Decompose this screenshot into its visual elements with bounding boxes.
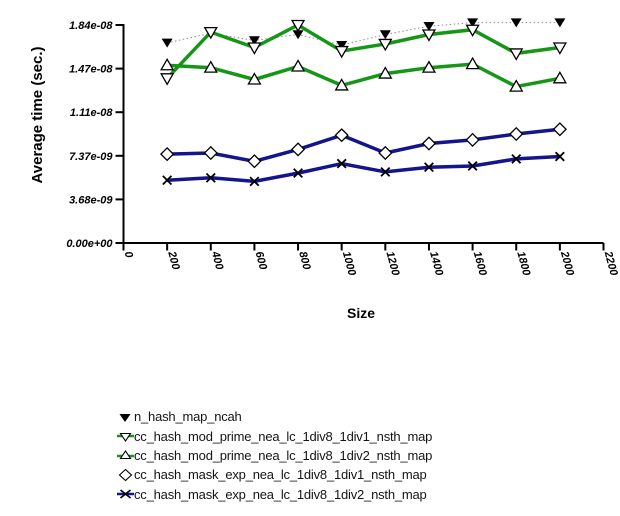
svg-text:0: 0 (122, 250, 135, 260)
triangle-up-open-icon (117, 450, 134, 460)
svg-text:1800: 1800 (514, 250, 532, 278)
svg-text:1.11e-08: 1.11e-08 (70, 107, 113, 119)
triangle-down-filled-icon (119, 413, 131, 422)
svg-text:800: 800 (296, 250, 313, 272)
svg-text:400: 400 (209, 249, 226, 272)
legend-label: cc_hash_mask_exp_nea_lc_1div8_1div2_nsth… (134, 486, 427, 502)
legend-item-mask-exp-1div1: cc_hash_mask_exp_nea_lc_1div8_1div1_nsth… (117, 465, 432, 484)
legend-item-mod-prime-1div2: cc_hash_mod_prime_nea_lc_1div8_1div2_nst… (117, 446, 432, 465)
x-axis-title: Size (347, 305, 375, 321)
svg-text:7.37e-09: 7.37e-09 (69, 151, 113, 163)
diamond-open-icon (118, 468, 133, 482)
svg-text:1200: 1200 (383, 250, 401, 278)
svg-text:1400: 1400 (427, 250, 445, 278)
legend-label: cc_hash_mod_prime_nea_lc_1div8_1div2_nst… (134, 447, 433, 463)
svg-text:0.00e+00: 0.00e+00 (66, 238, 113, 250)
legend-item-mod-prime-1div1: cc_hash_mod_prime_nea_lc_1div8_1div1_nst… (117, 426, 432, 445)
svg-text:600: 600 (253, 250, 270, 272)
legend-item-n-hash-map: n_hash_map_ncah (117, 407, 432, 426)
timing-line-chart: Average time (sec.) Size 0.00e+00 3.68e-0… (29, 18, 620, 321)
legend-label: cc_hash_mask_exp_nea_lc_1div8_1div1_nsth… (134, 467, 427, 483)
y-axis-title: Average time (sec.) (29, 46, 46, 183)
x-cross-icon (117, 489, 134, 499)
legend-label: n_hash_map_ncah (134, 409, 242, 425)
svg-text:2200: 2200 (601, 249, 619, 278)
svg-text:200: 200 (165, 249, 182, 272)
chart-legend: n_hash_map_ncah cc_hash_mod_prime_nea_lc… (117, 407, 432, 504)
legend-item-mask-exp-1div2: cc_hash_mask_exp_nea_lc_1div8_1div2_nsth… (117, 485, 432, 504)
svg-text:1.84e-08: 1.84e-08 (69, 20, 113, 32)
plot-area: 0.00e+00 3.68e-09 7.37e-09 1.11e-08 1.47e-08… (66, 18, 620, 278)
triangle-down-open-icon (117, 433, 134, 443)
legend-label: cc_hash_mod_prime_nea_lc_1div8_1div1_nst… (134, 428, 433, 444)
svg-text:2000: 2000 (558, 249, 576, 278)
svg-text:1600: 1600 (471, 250, 489, 278)
svg-text:3.68e-09: 3.68e-09 (69, 194, 113, 206)
svg-text:1000: 1000 (340, 250, 358, 278)
svg-text:1.47e-08: 1.47e-08 (69, 64, 113, 76)
